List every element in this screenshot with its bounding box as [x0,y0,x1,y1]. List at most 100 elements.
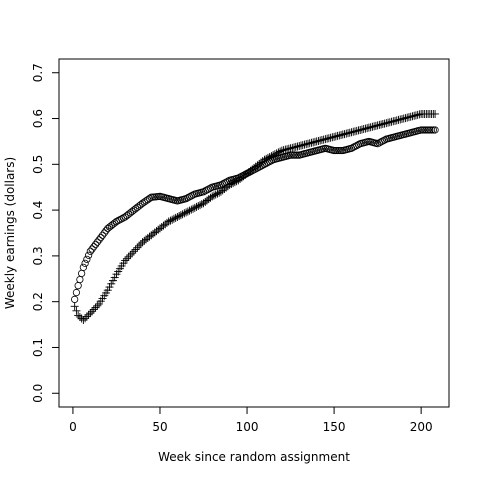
series-2 [70,109,440,324]
data-point-plus [373,121,382,130]
data-point-plus [279,146,288,155]
data-point-plus [86,309,95,318]
data-point-plus [413,110,422,119]
data-point-plus [300,140,309,149]
data-point-plus [209,191,218,200]
data-point-plus [356,125,365,134]
data-point-plus [105,283,114,292]
data-point-circle [118,215,126,223]
y-tick-label: 0.4 [31,201,45,220]
data-point-plus [359,125,368,134]
data-point-plus [298,141,307,150]
y-tick-label: 0.6 [31,109,45,128]
data-point-circle [81,259,89,267]
data-point-plus [283,145,292,154]
data-point-plus [230,178,239,187]
data-point-plus [122,254,131,263]
data-point-plus [70,302,79,311]
data-point-plus [263,153,272,162]
data-point-plus [389,117,398,126]
data-point-plus [131,245,140,254]
data-point-plus [321,135,330,144]
data-point-plus [335,131,344,140]
data-point-plus [196,201,205,210]
data-point-plus [380,119,389,128]
data-point-plus [229,179,238,188]
data-point-plus [331,132,340,141]
data-point-plus [88,307,97,316]
data-point-circle [293,151,302,159]
data-point-plus [396,115,405,124]
y-tick-label: 0.7 [31,63,45,82]
data-point-plus [377,120,386,129]
data-point-plus [91,303,100,312]
data-point-circle [421,126,429,134]
data-point-plus [265,152,274,161]
data-point-plus [307,138,316,147]
data-point-circle [354,141,363,149]
x-tick-label: 150 [323,420,346,434]
data-point-plus [173,212,182,221]
data-point-plus [314,136,323,145]
data-point-plus [227,180,236,189]
y-tick-label: 0.5 [31,155,45,174]
data-point-plus [267,152,276,161]
data-point-plus [291,142,300,151]
data-point-plus [403,113,412,122]
data-point-circle [83,255,91,263]
data-point-plus [337,131,346,140]
data-point-plus [110,273,119,282]
data-point-plus [293,142,302,151]
data-point-plus [401,114,410,123]
data-point-plus [309,138,318,147]
data-point-plus [166,216,175,225]
data-point-plus [302,140,311,149]
data-point-plus [352,126,361,135]
data-point-plus [208,192,217,201]
data-point-plus [399,114,408,123]
data-point-circle [290,151,298,159]
data-point-circle [429,126,437,134]
data-point-plus [180,209,189,218]
y-axis: 0.0 0.1 0.2 0.3 0.4 0.5 0.6 0.7 [31,63,60,403]
data-point-circle [76,275,84,284]
data-point-plus [349,127,358,136]
data-point-plus [345,128,354,137]
data-point-plus [124,252,133,261]
data-point-plus [187,205,196,214]
data-point-plus [126,250,135,259]
data-point-plus [366,123,375,132]
data-point-plus [310,137,319,146]
data-point-circle [431,126,439,134]
x-tick-label: 0 [69,420,77,434]
data-point-plus [190,203,199,212]
data-point-circle [91,240,100,249]
data-point-circle [90,243,98,251]
data-point-plus [323,134,332,143]
data-point-plus [394,115,403,124]
data-point-plus [171,213,180,222]
data-point-plus [324,134,333,143]
data-point-plus [182,208,191,217]
data-point-plus [350,127,359,136]
data-point-plus [269,151,278,160]
data-point-circle [71,295,79,303]
data-point-circle [97,233,105,242]
data-point-plus [135,241,144,250]
data-point-plus [136,239,145,248]
data-point-plus [391,116,400,125]
series-layer [70,109,440,324]
data-point-circle [288,151,296,159]
data-point-circle [419,126,427,134]
y-tick-label: 0.2 [31,292,45,311]
data-point-circle [79,263,87,271]
data-point-plus [378,120,387,129]
data-point-plus [431,109,440,118]
data-point-plus [168,215,177,224]
data-point-plus [357,125,366,134]
data-point-circle [337,146,345,155]
data-point-plus [303,139,312,148]
data-point-plus [312,137,321,146]
